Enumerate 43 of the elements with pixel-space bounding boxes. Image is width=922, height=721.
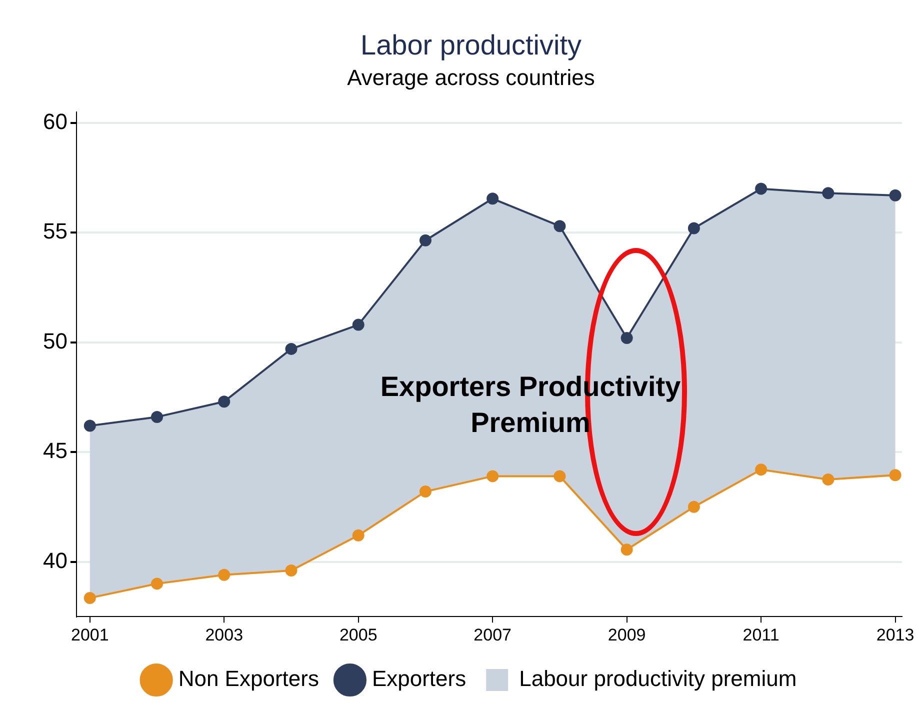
point — [486, 470, 499, 482]
point — [889, 189, 902, 202]
x-tick-label: 2009 — [608, 625, 646, 644]
x-tick-label: 2013 — [876, 625, 914, 644]
point — [285, 342, 298, 355]
point — [688, 500, 700, 513]
x-tick-label: 2011 — [742, 625, 780, 644]
y-tick-label: 40 — [42, 548, 68, 573]
point — [419, 234, 432, 246]
chart-title: Labor productivity — [360, 30, 582, 61]
y-tick-label: 45 — [42, 438, 68, 464]
point — [218, 396, 230, 408]
point — [352, 318, 364, 331]
x-tick-label: 2001 — [70, 625, 109, 644]
x-tick-label: 2003 — [205, 625, 244, 644]
chart-subtitle: Average across countries — [347, 64, 595, 90]
point — [554, 220, 566, 232]
y-tick-label: 50 — [42, 328, 68, 354]
point — [352, 529, 364, 542]
point — [486, 192, 499, 205]
y-tick-label: 60 — [42, 109, 68, 134]
point — [620, 332, 633, 344]
x-tick-label: 2007 — [474, 625, 512, 644]
point — [822, 187, 834, 200]
point — [554, 470, 566, 482]
point — [84, 592, 96, 604]
point — [688, 222, 700, 234]
legend-label: Non Exporters — [178, 666, 319, 692]
point — [620, 544, 633, 556]
point — [151, 578, 164, 590]
y-tick-label: 55 — [42, 218, 68, 244]
x-tick-label: 2005 — [339, 625, 378, 644]
point — [822, 473, 834, 486]
legend-label: Exporters — [372, 666, 466, 692]
point — [285, 564, 298, 577]
point — [755, 464, 768, 476]
point — [889, 469, 902, 482]
legend-label: Labour productivity premium — [519, 666, 797, 692]
point — [419, 486, 432, 498]
point — [218, 568, 230, 581]
point — [84, 420, 96, 432]
point — [755, 182, 768, 195]
point — [151, 410, 164, 423]
